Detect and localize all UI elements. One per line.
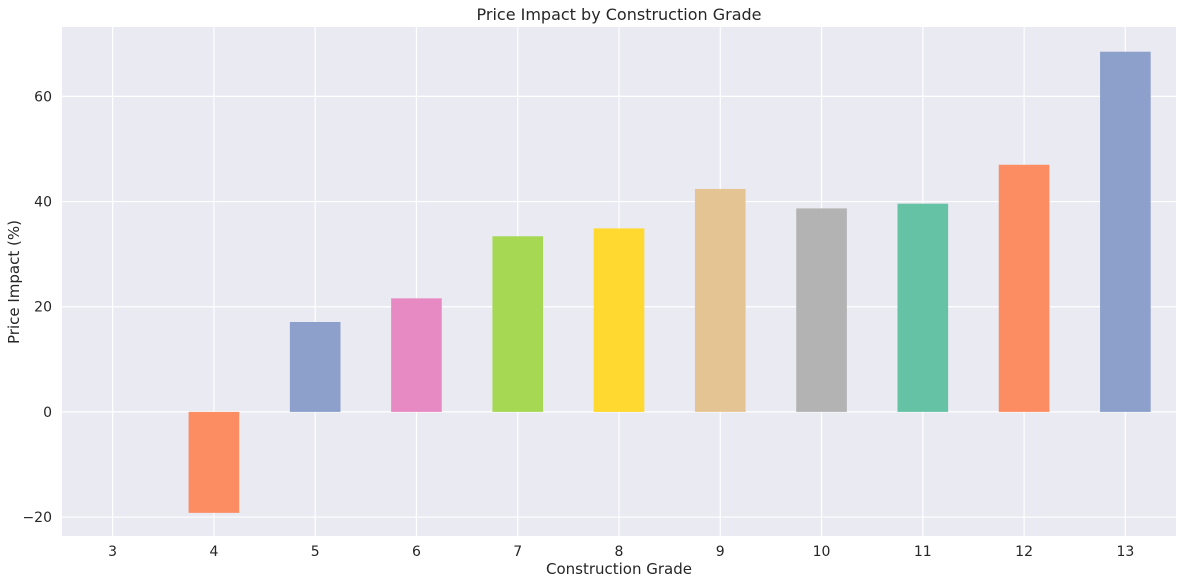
bars xyxy=(188,51,1151,513)
x-tick-label: 6 xyxy=(412,544,421,560)
bar-grade-7 xyxy=(492,236,544,412)
x-tick-label: 11 xyxy=(914,544,932,560)
tick-labels: −20 0 20 40 60 3 4 5 6 7 8 9 10 11 12 13 xyxy=(22,89,1134,560)
x-tick-label: 5 xyxy=(311,544,320,560)
y-tick-label: 20 xyxy=(34,300,52,316)
x-tick-label: 10 xyxy=(813,544,831,560)
y-tick-label: −20 xyxy=(22,510,52,526)
bar-grade-11 xyxy=(897,203,949,412)
x-tick-label: 13 xyxy=(1116,544,1134,560)
y-axis-title: Price Impact (%) xyxy=(5,220,23,344)
bar-grade-6 xyxy=(391,298,442,412)
bar-grade-12 xyxy=(998,164,1050,412)
x-tick-label: 4 xyxy=(209,544,218,560)
y-tick-label: 60 xyxy=(34,89,52,105)
x-tick-label: 3 xyxy=(108,544,117,560)
bar-grade-5 xyxy=(289,321,341,412)
x-axis-title: Construction Grade xyxy=(546,560,692,578)
bar-grade-9 xyxy=(694,188,746,412)
y-tick-label: 40 xyxy=(34,195,52,211)
bar-grade-4 xyxy=(188,411,240,513)
bar-grade-8 xyxy=(593,228,645,412)
bar-grade-13 xyxy=(1100,51,1151,412)
x-tick-label: 12 xyxy=(1015,544,1033,560)
x-tick-label: 8 xyxy=(615,544,624,560)
y-tick-label: 0 xyxy=(43,405,52,421)
x-tick-label: 7 xyxy=(513,544,522,560)
x-tick-label: 9 xyxy=(716,544,725,560)
chart-title: Price Impact by Construction Grade xyxy=(477,5,762,24)
bar-grade-10 xyxy=(796,208,847,412)
